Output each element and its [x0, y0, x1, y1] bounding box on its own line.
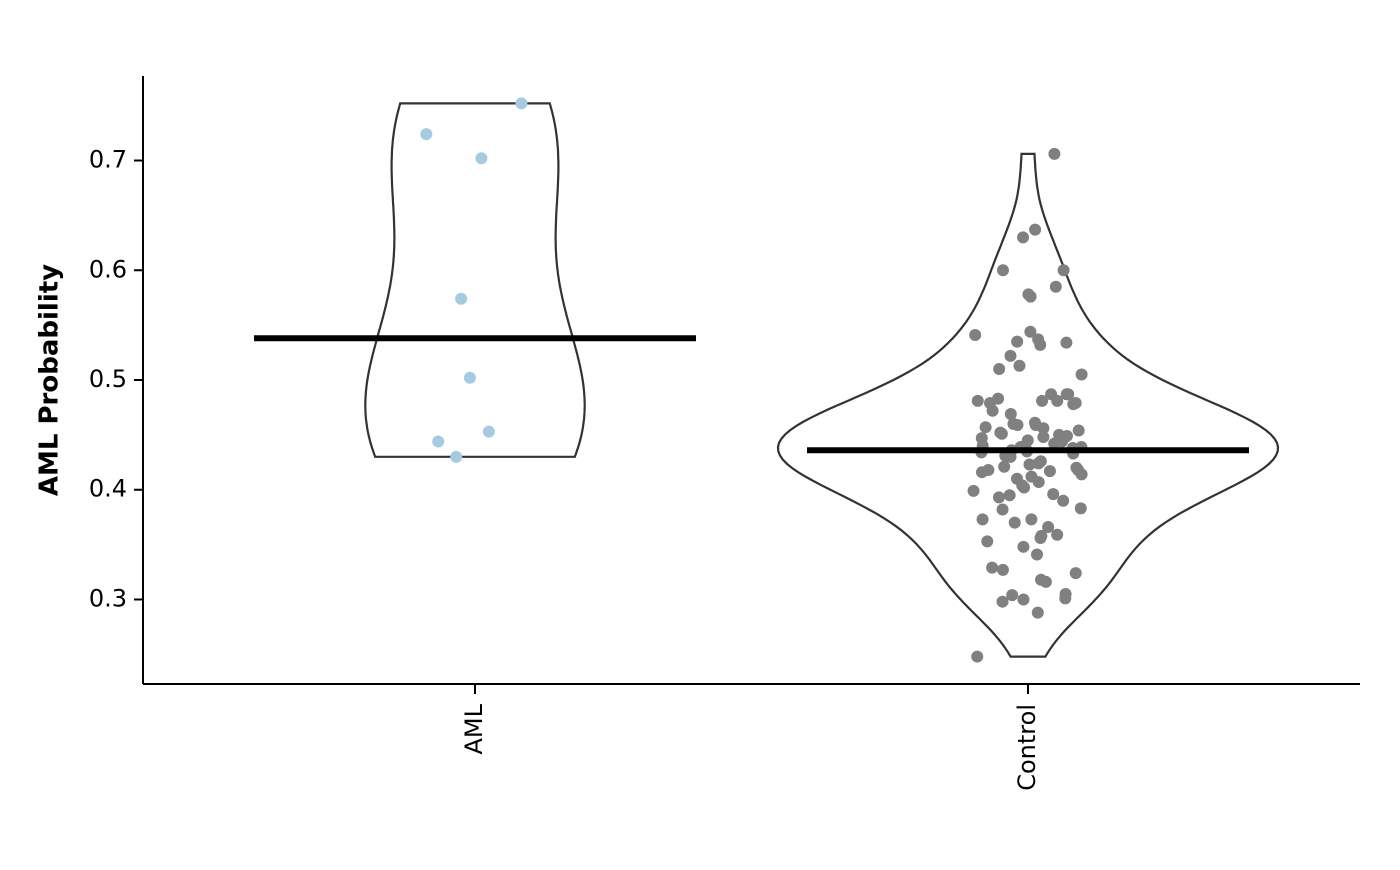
violin — [364, 102, 586, 458]
data-point — [475, 152, 488, 165]
data-point — [1060, 336, 1073, 349]
data-point — [1057, 264, 1070, 277]
data-point — [1011, 418, 1024, 431]
data-point — [1072, 424, 1085, 437]
data-point — [996, 503, 1009, 516]
data-point — [993, 363, 1006, 376]
data-point — [1018, 481, 1031, 494]
data-point — [1029, 223, 1042, 236]
data-point — [1024, 325, 1037, 338]
data-point — [1069, 567, 1082, 580]
data-point — [1004, 408, 1017, 421]
data-point — [1017, 593, 1030, 606]
data-point — [986, 561, 999, 574]
data-point — [996, 563, 1009, 576]
y-tick-label: 0.7 — [89, 146, 127, 174]
data-point — [1023, 458, 1036, 471]
data-point — [1036, 394, 1049, 407]
data-point — [463, 371, 476, 384]
data-point — [1047, 488, 1060, 501]
data-point — [1006, 589, 1019, 602]
data-point — [1051, 528, 1064, 541]
data-point — [450, 450, 463, 463]
data-point — [996, 264, 1009, 277]
data-point — [976, 513, 989, 526]
data-point — [1037, 431, 1050, 444]
data-point — [1049, 280, 1062, 293]
data-point — [1017, 540, 1030, 553]
data-point — [1034, 532, 1047, 545]
data-point — [1060, 388, 1073, 401]
data-point — [1017, 231, 1030, 244]
data-point — [515, 97, 528, 110]
data-point — [1051, 394, 1064, 407]
data-point — [1048, 147, 1061, 160]
data-point — [1011, 335, 1024, 348]
data-point — [969, 329, 982, 342]
x-tick-label: Control — [1013, 704, 1041, 791]
data-point — [971, 394, 984, 407]
data-point — [996, 595, 1009, 608]
data-point — [1059, 592, 1072, 605]
data-point — [1039, 575, 1052, 588]
data-point — [992, 491, 1005, 504]
data-point — [1025, 513, 1038, 526]
data-point — [998, 460, 1011, 473]
data-point — [1057, 494, 1070, 507]
y-tick-label: 0.6 — [89, 255, 127, 283]
y-tick-label: 0.4 — [89, 475, 127, 503]
data-point — [455, 292, 468, 305]
data-point — [981, 535, 994, 548]
data-point — [971, 650, 984, 663]
data-point — [995, 427, 1008, 440]
data-point — [1004, 349, 1017, 362]
data-point — [1004, 450, 1017, 463]
data-point — [432, 435, 445, 448]
data-point — [1024, 290, 1037, 303]
data-point — [1037, 422, 1050, 435]
data-point — [1031, 606, 1044, 619]
y-axis-label: AML Probability — [35, 264, 65, 496]
data-point — [1030, 548, 1043, 561]
data-point — [1008, 516, 1021, 529]
data-point — [1074, 502, 1087, 515]
data-point — [979, 421, 992, 434]
data-point — [1013, 359, 1026, 372]
data-point — [1048, 437, 1061, 450]
violin — [776, 152, 1280, 658]
data-point — [1032, 476, 1045, 489]
data-point — [482, 425, 495, 438]
data-point — [1067, 398, 1080, 411]
data-point — [420, 128, 433, 141]
data-point — [1032, 457, 1045, 470]
data-point — [1042, 521, 1055, 534]
y-tick-label: 0.5 — [89, 365, 127, 393]
data-point — [986, 404, 999, 417]
data-point — [1003, 489, 1016, 502]
y-tick-label: 0.3 — [89, 584, 127, 612]
data-point — [967, 484, 980, 497]
data-point — [975, 466, 988, 479]
data-point — [1075, 368, 1088, 381]
x-tick-label: AML — [460, 703, 488, 754]
data-point — [1075, 468, 1088, 481]
data-point — [1034, 338, 1047, 351]
data-point — [1043, 465, 1056, 478]
